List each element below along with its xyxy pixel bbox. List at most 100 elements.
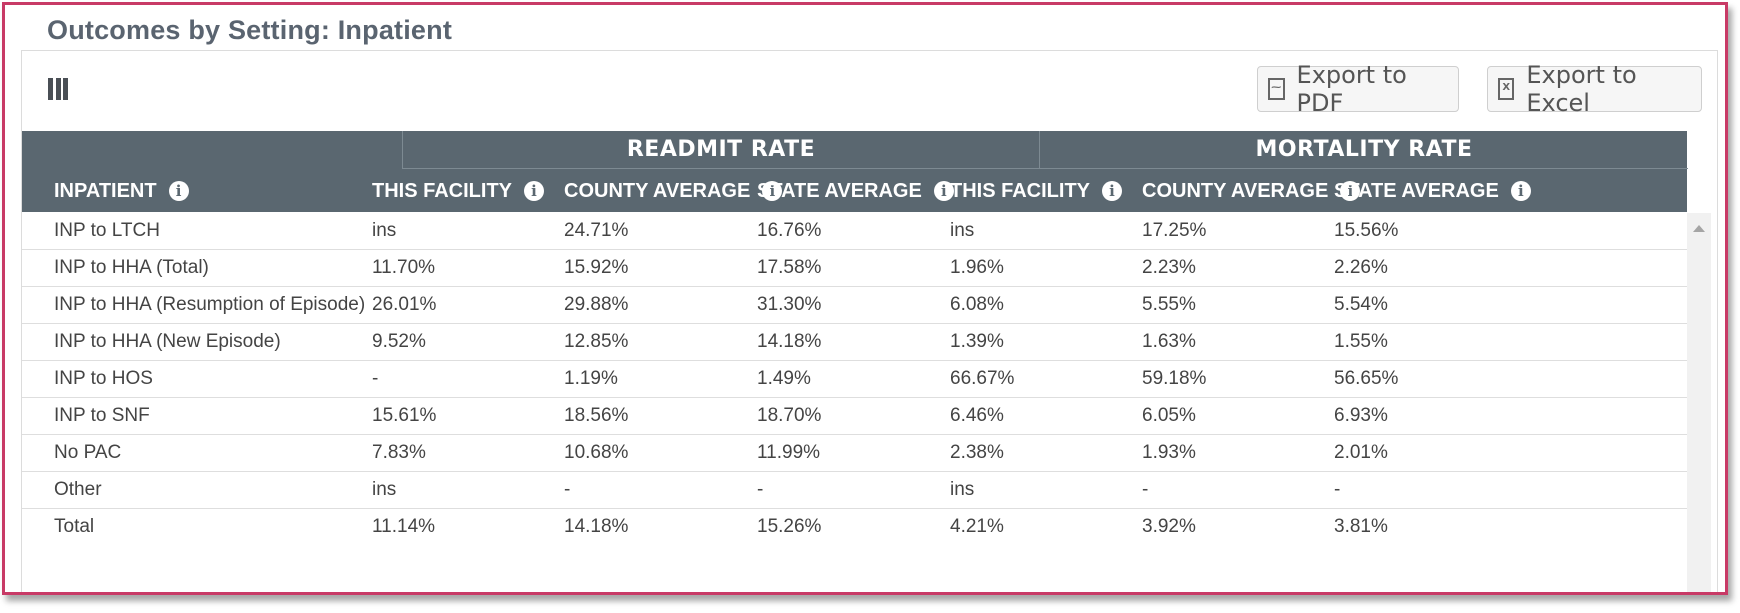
export-excel-label: Export to Excel — [1526, 61, 1637, 117]
page-title: Outcomes by Setting: Inpatient — [47, 15, 453, 45]
info-icon[interactable]: i — [1102, 181, 1122, 201]
pdf-file-icon: ⁓ — [1268, 78, 1285, 100]
row-label: INP to SNF — [54, 405, 150, 426]
table-cell: 11.99% — [757, 442, 821, 463]
table-cell: 2.38% — [950, 442, 1004, 463]
table-cell: 11.70% — [372, 257, 436, 278]
info-icon[interactable]: i — [933, 181, 954, 201]
table-cell: 5.54% — [1334, 294, 1388, 315]
table-cell: 6.05% — [1142, 405, 1196, 426]
column-header-inpatient[interactable]: INPATIENT i — [54, 170, 189, 212]
column-header-label: THIS FACILITY — [950, 180, 1090, 202]
table-cell: 15.56% — [1334, 220, 1399, 241]
table-cell: 14.18% — [564, 516, 629, 537]
row-label: No PAC — [54, 442, 122, 463]
column-header-label: THIS FACILITY — [372, 180, 512, 202]
table-cell: 66.67% — [950, 368, 1015, 389]
table-cell: 31.30% — [757, 294, 822, 315]
info-icon[interactable]: i — [1510, 181, 1531, 201]
report-frame: Outcomes by Setting: Inpatient ⁓ Export … — [2, 2, 1728, 595]
column-header-label: COUNTY AVERAGE — [564, 180, 751, 202]
column-header-label: STATE AVERAGE — [757, 180, 922, 202]
row-label: INP to HHA (New Episode) — [54, 331, 281, 352]
table-cell: 3.81% — [1334, 516, 1388, 537]
table-cell: 26.01% — [372, 294, 437, 315]
row-label: INP to HOS — [54, 368, 153, 389]
vertical-scrollbar[interactable] — [1687, 213, 1711, 592]
column-header-label: STATE AVERAGE — [1334, 180, 1499, 202]
table-cell: ins — [950, 479, 975, 500]
table-cell: ins — [950, 220, 975, 241]
table-cell: - — [1334, 479, 1341, 500]
table-cell: 56.65% — [1334, 368, 1399, 389]
table-cell: 17.58% — [757, 257, 822, 278]
table-cell: 7.83% — [372, 442, 426, 463]
table-cell: 2.01% — [1334, 442, 1388, 463]
table-cell: 59.18% — [1142, 368, 1207, 389]
column-header-mortality-facility[interactable]: THIS FACILITY i — [950, 170, 1122, 212]
column-header-readmit-facility[interactable]: THIS FACILITY i — [372, 170, 544, 212]
table-cell: ins — [372, 220, 397, 241]
column-header-mortality-county[interactable]: COUNTY AVERAGE i — [1142, 170, 1361, 212]
group-header-mortality: MORTALITY RATE — [1039, 131, 1688, 169]
table-cell: 15.92% — [564, 257, 629, 278]
table-cell: 1.93% — [1142, 442, 1196, 463]
info-icon[interactable]: i — [762, 181, 783, 201]
table-row: INP to HOS - 1.19% 1.49% 66.67% 59.18% 56.65% — [22, 361, 1687, 398]
row-label: INP to HHA (Resumption of Episode) — [54, 294, 366, 315]
export-pdf-button[interactable]: ⁓ Export to PDF — [1257, 61, 1459, 117]
row-label: Other — [54, 479, 102, 500]
table-cell: 1.55% — [1334, 331, 1388, 352]
info-icon[interactable]: i — [168, 181, 189, 201]
table-cell: 2.26% — [1334, 257, 1388, 278]
table-cell: - — [372, 368, 379, 389]
table-cell: - — [564, 479, 571, 500]
table-cell: 18.70% — [757, 405, 822, 426]
table-cell: 6.08% — [950, 294, 1004, 315]
row-label: INP to HHA (Total) — [54, 257, 209, 278]
table-cell: 6.93% — [1334, 405, 1388, 426]
table-cell: 17.25% — [1142, 220, 1207, 241]
table-cell: 16.76% — [757, 220, 822, 241]
grid-toolbar: ⁓ Export to PDF X Export to Excel — [22, 51, 1717, 131]
table-row: INP to HHA (Total) 11.70% 15.92% 17.58% 1.96… — [22, 250, 1687, 287]
table-row: INP to HHA (Resumption of Episode) 26.01%… — [22, 287, 1687, 324]
row-label: INP to LTCH — [54, 220, 160, 241]
table-cell: - — [1142, 479, 1149, 500]
export-excel-button[interactable]: X Export to Excel — [1487, 61, 1702, 117]
column-header-readmit-county[interactable]: COUNTY AVERAGE i — [564, 170, 783, 212]
table-cell: 2.23% — [1142, 257, 1196, 278]
column-header-readmit-state[interactable]: STATE AVERAGE i — [757, 170, 954, 212]
table-cell: 1.39% — [950, 331, 1004, 352]
table-row: No PAC 7.83% 10.68% 11.99% 2.38% 1.93% 2.01% — [22, 435, 1687, 472]
table-row: Total 11.14% 14.18% 15.26% 4.21% 3.92% 3.81% — [22, 509, 1687, 545]
table-cell: 12.85% — [564, 331, 629, 352]
column-header-mortality-state[interactable]: STATE AVERAGE i — [1334, 170, 1531, 212]
table-cell: 15.26% — [757, 516, 822, 537]
table-cell: 3.92% — [1142, 516, 1196, 537]
table-cell: - — [757, 479, 764, 500]
table-cell: 9.52% — [372, 331, 426, 352]
table-cell: 4.21% — [950, 516, 1004, 537]
scroll-up-arrow-icon[interactable] — [1693, 225, 1705, 232]
table-cell: 10.68% — [564, 442, 629, 463]
table-cell: ins — [372, 479, 397, 500]
table-cell: 18.56% — [564, 405, 629, 426]
column-chooser-icon[interactable] — [48, 78, 68, 100]
table-cell: 14.18% — [757, 331, 822, 352]
table-cell: 1.19% — [564, 368, 618, 389]
export-pdf-label: Export to PDF — [1296, 61, 1407, 117]
table-cell: 15.61% — [372, 405, 437, 426]
table-row: INP to HHA (New Episode) 9.52% 12.85% 14.18… — [22, 324, 1687, 361]
info-icon[interactable]: i — [524, 181, 544, 201]
grid-panel: ⁓ Export to PDF X Export to Excel READMI… — [21, 50, 1718, 592]
group-header-readmit: READMIT RATE — [402, 131, 1039, 169]
table-cell: 24.71% — [564, 220, 629, 241]
table-cell: 1.49% — [757, 368, 811, 389]
excel-file-icon: X — [1498, 78, 1515, 100]
table-row: INP to LTCH ins 24.71% 16.76% ins 17.25% 15.56… — [22, 213, 1687, 250]
info-icon[interactable]: i — [1340, 181, 1361, 201]
table-row: INP to SNF 15.61% 18.56% 18.70% 6.46% 6.05% 6.… — [22, 398, 1687, 435]
column-header-label: INPATIENT — [54, 180, 157, 202]
table-body: INP to LTCH ins 24.71% 16.76% ins 17.25% 15.56… — [22, 213, 1687, 545]
